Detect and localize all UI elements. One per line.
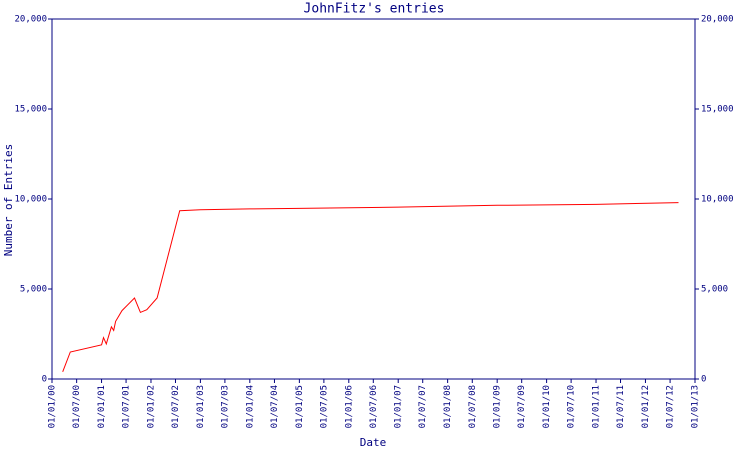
y2-tick-label: 10,000	[701, 195, 734, 205]
x-tick-label: 01/01/06	[344, 385, 354, 428]
y-tick-label: 0	[42, 375, 47, 385]
x-tick-label: 01/01/02	[146, 385, 156, 428]
y-tick-label: 15,000	[14, 105, 47, 115]
plot-frame	[51, 18, 696, 380]
y-axis-label: Number of Entries	[2, 144, 15, 257]
x-tick-label: 01/07/11	[616, 385, 626, 428]
data-line	[62, 202, 679, 372]
x-tick-label: 01/07/09	[517, 385, 527, 428]
x-tick-label: 01/07/03	[220, 385, 230, 428]
x-tick-label: 01/01/13	[691, 385, 701, 428]
x-tick-label: 01/01/12	[641, 385, 651, 428]
x-tick-label: 01/07/06	[369, 385, 379, 428]
y-tick-label: 20,000	[14, 15, 47, 25]
y2-tick-label: 5,000	[701, 285, 728, 295]
x-tick-label: 01/07/05	[319, 385, 329, 428]
x-tick-label: 01/01/07	[394, 385, 404, 428]
x-tick-label: 01/01/08	[443, 385, 453, 428]
x-tick-label: 01/07/08	[468, 385, 478, 428]
y2-tick-label: 15,000	[701, 105, 734, 115]
x-axis-label: Date	[360, 436, 387, 449]
x-tick-label: 01/07/07	[418, 385, 428, 428]
y2-tick-label: 0	[701, 375, 706, 385]
x-tick-label: 01/01/09	[493, 385, 503, 428]
x-tick-label: 01/01/04	[245, 385, 255, 428]
x-tick-label: 01/01/01	[97, 385, 107, 428]
x-tick-label: 01/01/05	[295, 385, 305, 428]
x-tick-label: 01/07/04	[270, 385, 280, 428]
x-tick-label: 01/07/00	[72, 385, 82, 428]
x-tick-label: 01/01/00	[48, 385, 58, 428]
x-tick-label: 01/07/01	[122, 385, 132, 428]
x-tick-label: 01/07/02	[171, 385, 181, 428]
y2-tick-label: 20,000	[701, 15, 734, 25]
x-tick-label: 01/07/12	[666, 385, 676, 428]
y-tick-label: 5,000	[20, 285, 47, 295]
y-tick-label: 10,000	[14, 195, 47, 205]
x-tick-label: 01/01/11	[592, 385, 602, 428]
chart-title: JohnFitz's entries	[304, 2, 445, 17]
x-tick-label: 01/07/10	[567, 385, 577, 428]
x-tick-label: 01/01/03	[196, 385, 206, 428]
x-tick-label: 01/01/10	[542, 385, 552, 428]
